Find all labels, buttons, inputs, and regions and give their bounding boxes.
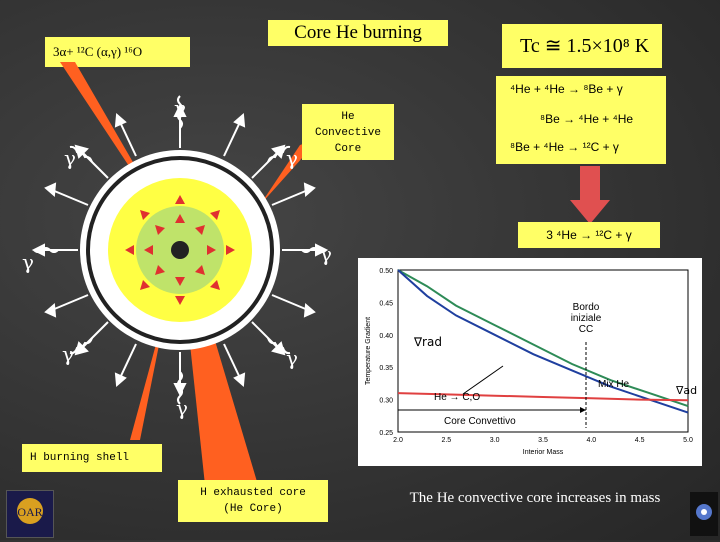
radiation-arrows [31, 103, 329, 397]
gamma-label-lower-right: γ [286, 346, 298, 370]
convective-core-label: He Convective Core [302, 104, 394, 160]
convective-extent-arrow [580, 407, 586, 413]
core-center [171, 241, 189, 259]
gamma-label-top: γ [174, 96, 186, 120]
bordo-label-line: CC [579, 324, 593, 335]
he-to-co-label: He → C,O [434, 392, 480, 403]
net-reaction-box: 3 ⁴He → ¹²C + γ [518, 222, 660, 248]
y-axis-label: Temperature Gradient [365, 317, 372, 385]
reaction-step-3: ⁸Be + ⁴He → ¹²C + γ [510, 140, 619, 154]
y-tick-label: 0.45 [379, 300, 393, 307]
x-tick-label: 5.0 [683, 437, 693, 444]
reaction-step-2: ⁸Be → ⁴He + ⁴He [540, 112, 634, 126]
x-tick-label: 3.0 [490, 437, 500, 444]
down-arrow-icon [570, 166, 610, 224]
gradient-chart: 0.50 0.45 0.40 0.35 0.30 0.252.0 2.5 3.0 3.5 4.0 4… [365, 268, 697, 456]
gamma-label-lower-left: γ [62, 342, 74, 366]
x-tick-label: 3.5 [538, 437, 548, 444]
reaction-chain-box: ⁴He + ⁴He → ⁸Be + γ ⁸Be → ⁴He + ⁴He ⁸Be … [496, 76, 666, 164]
plot-area [397, 269, 689, 433]
reaction-step-1: ⁴He + ⁴He → ⁸Be + γ [510, 82, 623, 96]
x-tick-label: 2.5 [441, 437, 451, 444]
secondary-logo [690, 492, 718, 536]
nabla-rad-label: ∇rad [413, 335, 442, 349]
gamma-label-right: γ [320, 242, 332, 266]
y-tick-label: 0.30 [379, 398, 393, 405]
institution-logo: OAR [6, 490, 54, 538]
page-title: Core He burning [268, 20, 448, 46]
x-tick-label: 4.0 [586, 437, 596, 444]
gamma-label-bottom: γ [176, 396, 188, 420]
series-line-2 [397, 392, 689, 402]
photon-waves [33, 95, 327, 405]
y-tick-label: 0.25 [379, 430, 393, 437]
x-tick-label: 4.5 [635, 437, 645, 444]
y-tick-label: 0.50 [379, 268, 393, 275]
gamma-label-left: γ [22, 250, 34, 274]
y-tick-label: 0.35 [379, 365, 393, 372]
chart-panel: 0.50 0.45 0.40 0.35 0.30 0.25 2.0 2.5 3.0 3.5 4.0 4… [358, 258, 702, 466]
nabla-ad-label: ∇ad [675, 384, 697, 397]
h-burning-shell-ring [86, 156, 274, 344]
x-axis-label: Interior Mass [523, 449, 564, 456]
series-line-0 [397, 269, 689, 408]
convection-arrows [125, 195, 235, 305]
convective-core-axis-label: Core Convettivo [444, 416, 516, 427]
mix-he-label: Mix He [598, 379, 630, 390]
bordo-label-line: iniziale [571, 313, 602, 324]
gamma-label-upper-right: γ [286, 146, 298, 170]
h-burning-shell-label: H burning shell [22, 444, 162, 472]
he-pointer-line [462, 365, 504, 395]
svg-text:OAR: OAR [17, 505, 42, 519]
h-exhausted-core-label: H exhausted core (He Core) [178, 480, 328, 522]
gamma-label-upper-left: γ [64, 146, 76, 170]
bottom-caption: The He convective core increases in mass [409, 490, 661, 506]
core-temperature-box: Tc ≅ 1.5×10⁸ K [502, 24, 662, 68]
series-line-1 [397, 269, 689, 414]
y-tick-label: 0.40 [379, 333, 393, 340]
bordo-label-line: Bordo [573, 302, 600, 313]
x-tick-label: 2.0 [393, 437, 403, 444]
